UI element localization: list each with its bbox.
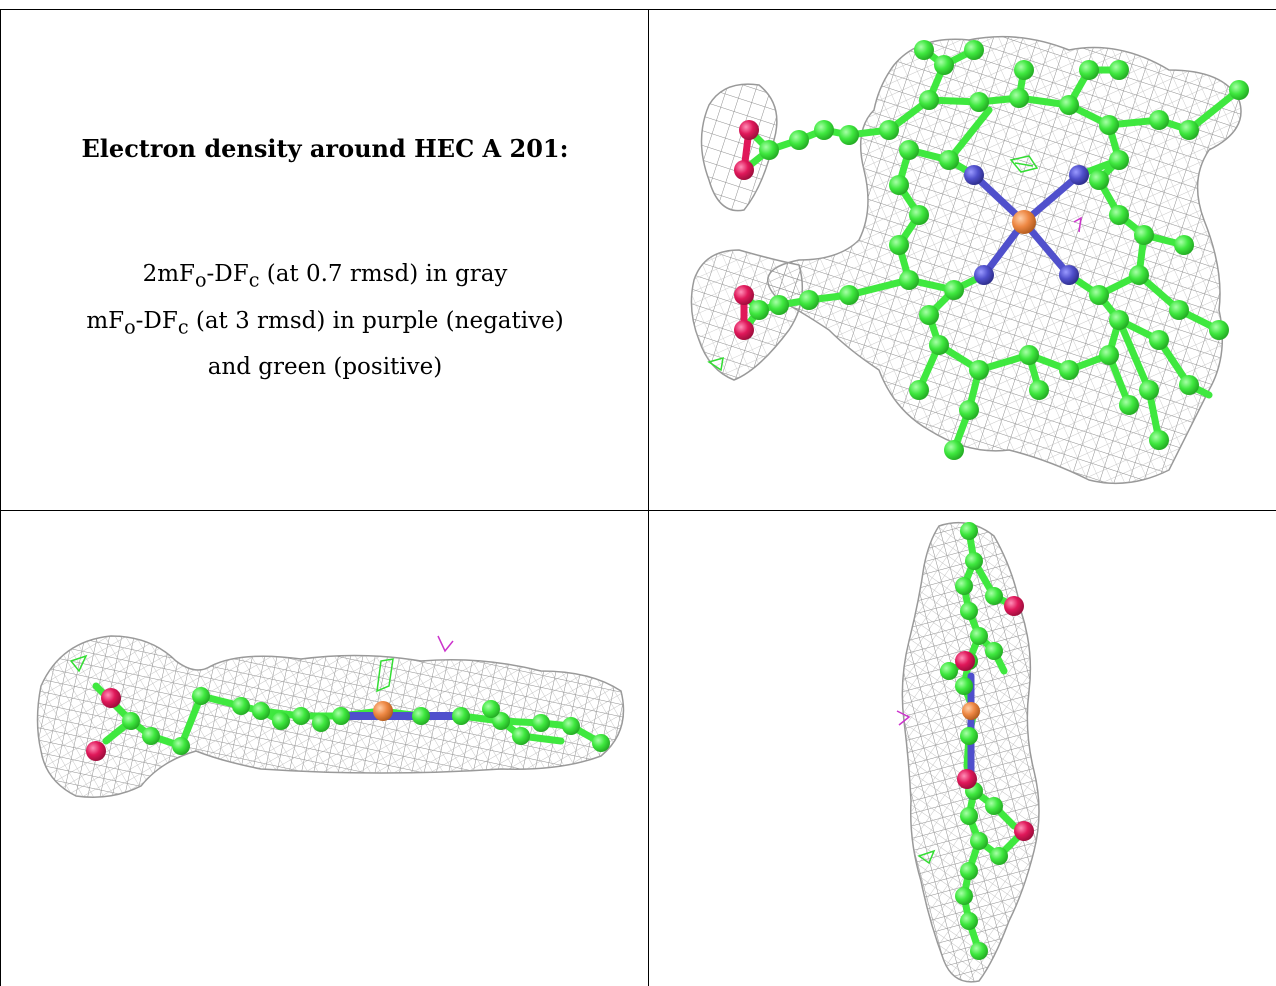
table-border-middle-horizontal [0, 510, 1276, 511]
iron-atom [1012, 210, 1036, 234]
positive-density-blob [917, 849, 936, 865]
legend-line-positive: and green (positive) [207, 354, 443, 381]
carbon-atoms [749, 40, 1249, 460]
negative-density-blob [1073, 216, 1082, 233]
caption-cell: Electron density around HEC A 201: 2mFo-… [1, 10, 648, 510]
legend-line-difference: mFo-DFc (at 3 rmsd) in purple (negative) [86, 307, 564, 339]
carbon-atoms [940, 522, 1008, 960]
heme-end-view [896, 521, 1040, 983]
legend-text: 2mFo-DFc (at 0.7 rmsd) in gray mFo-DFc (… [1, 254, 648, 387]
heme-end-view-cell [649, 511, 1276, 986]
heme-side-view [36, 635, 625, 798]
negative-density-blob [896, 710, 911, 726]
iron-atom [373, 701, 393, 721]
carbon-atoms [122, 687, 610, 755]
legend-line-gray: 2mFo-DFc (at 0.7 rmsd) in gray [142, 261, 508, 292]
heme-face-view-cell [649, 10, 1276, 510]
table-border-middle-vertical [648, 9, 649, 986]
positive-density-blob [707, 356, 724, 372]
heme-face-view [690, 35, 1249, 485]
positive-density-blob [376, 658, 394, 693]
negative-density-blob [437, 635, 454, 653]
oxygen-atoms [955, 596, 1034, 841]
table-border-left [0, 9, 1, 986]
caption-title: Electron density around HEC A 201: [81, 134, 569, 163]
positive-density-blob [1009, 155, 1039, 173]
oxygen-atoms [86, 688, 121, 761]
table-border-top [0, 9, 1276, 10]
heme-side-view-cell [1, 511, 648, 986]
positive-density-blob [69, 654, 88, 673]
iron-atom [962, 702, 980, 720]
oxygen-atoms [734, 120, 759, 340]
nitrogen-atoms [964, 165, 1089, 285]
